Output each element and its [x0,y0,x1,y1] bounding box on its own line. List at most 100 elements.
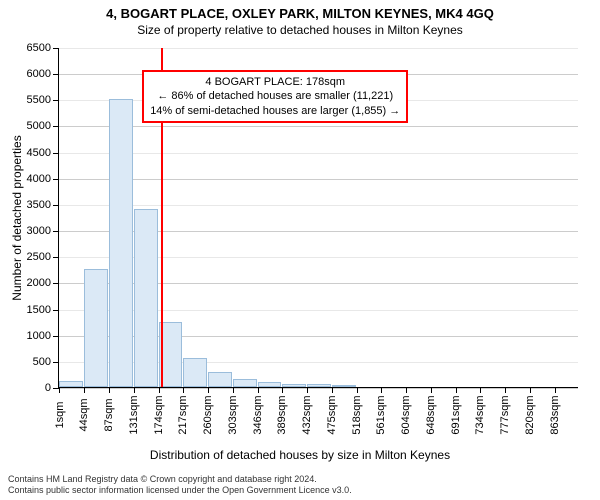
grid-line [59,153,578,154]
y-tick-label: 6000 [27,68,51,80]
x-tick [505,387,506,393]
bar [84,269,108,387]
y-tick-label: 6500 [27,42,51,54]
plot-area: 0500100015002000250030003500400045005000… [58,48,578,388]
y-tick [53,388,59,389]
x-tick [555,387,556,393]
annotation-box: 4 BOGART PLACE: 178sqm ← 86% of detached… [142,70,408,123]
x-tick [456,387,457,393]
x-tick [159,387,160,393]
bar [59,381,83,387]
y-tick-label: 4500 [27,147,51,159]
y-tick [53,283,59,284]
x-tick-label: 432sqm [301,395,313,435]
x-tick-label: 475sqm [326,395,338,435]
grid-line [59,388,578,389]
grid-line [59,126,578,127]
x-tick [258,387,259,393]
x-tick-label: 174sqm [153,395,165,435]
x-tick-label: 217sqm [177,395,189,435]
x-tick [282,387,283,393]
y-tick-label: 2000 [27,277,51,289]
x-tick [59,387,60,393]
x-tick [480,387,481,393]
grid-line [59,205,578,206]
x-tick-label: 131sqm [128,395,140,435]
y-tick [53,179,59,180]
y-tick [53,362,59,363]
y-tick [53,74,59,75]
x-tick-label: 303sqm [227,395,239,435]
x-tick [406,387,407,393]
bar [282,384,306,387]
chart-container: 4, BOGART PLACE, OXLEY PARK, MILTON KEYN… [0,0,600,500]
grid-line [59,179,578,180]
y-axis-title: Number of detached properties [10,135,24,300]
credits-line2: Contains public sector information licen… [8,485,352,496]
bar [233,379,257,387]
x-tick [381,387,382,393]
y-tick-label: 5000 [27,120,51,132]
x-tick [233,387,234,393]
x-tick-label: 561sqm [375,395,387,435]
x-tick [431,387,432,393]
x-tick-label: 648sqm [425,395,437,435]
y-tick-label: 4000 [27,173,51,185]
y-tick [53,100,59,101]
annotation-line2: ← 86% of detached houses are smaller (11… [150,89,400,103]
chart-title-main: 4, BOGART PLACE, OXLEY PARK, MILTON KEYN… [0,0,600,21]
x-tick [332,387,333,393]
y-tick-label: 1500 [27,304,51,316]
y-tick [53,205,59,206]
x-tick [530,387,531,393]
x-tick-label: 1sqm [54,395,66,435]
bar [109,99,133,387]
x-tick-label: 389sqm [276,395,288,435]
x-tick [84,387,85,393]
x-tick-label: 820sqm [524,395,536,435]
x-tick-label: 44sqm [78,395,90,435]
annotation-line1: 4 BOGART PLACE: 178sqm [150,75,400,89]
x-tick-label: 346sqm [252,395,264,435]
y-tick [53,153,59,154]
credits: Contains HM Land Registry data © Crown c… [8,474,352,497]
x-tick [134,387,135,393]
x-tick-label: 691sqm [450,395,462,435]
x-tick-label: 734sqm [474,395,486,435]
bar [307,384,331,387]
y-tick-label: 3000 [27,225,51,237]
x-tick-label: 604sqm [400,395,412,435]
y-tick-label: 5500 [27,94,51,106]
chart-title-sub: Size of property relative to detached ho… [0,21,600,37]
credits-line1: Contains HM Land Registry data © Crown c… [8,474,352,485]
y-tick-label: 2500 [27,251,51,263]
bar [134,209,158,387]
x-tick-label: 863sqm [549,395,561,435]
x-axis-title: Distribution of detached houses by size … [0,448,600,462]
y-tick [53,310,59,311]
x-tick-label: 260sqm [202,395,214,435]
bar [258,382,282,387]
y-tick [53,336,59,337]
grid-line [59,48,578,49]
y-tick-label: 500 [33,356,51,368]
x-tick-label: 777sqm [499,395,511,435]
bar [208,372,232,387]
annotation-line3: 14% of semi-detached houses are larger (… [150,104,400,118]
x-tick [109,387,110,393]
y-tick [53,126,59,127]
y-tick [53,48,59,49]
x-tick [357,387,358,393]
x-tick [183,387,184,393]
x-tick-label: 87sqm [103,395,115,435]
y-tick-label: 0 [45,382,51,394]
y-tick [53,231,59,232]
x-tick [208,387,209,393]
y-tick-label: 3500 [27,199,51,211]
x-tick-label: 518sqm [351,395,363,435]
y-tick [53,257,59,258]
bar [183,358,207,387]
bar [332,385,356,387]
y-tick-label: 1000 [27,330,51,342]
x-tick [307,387,308,393]
